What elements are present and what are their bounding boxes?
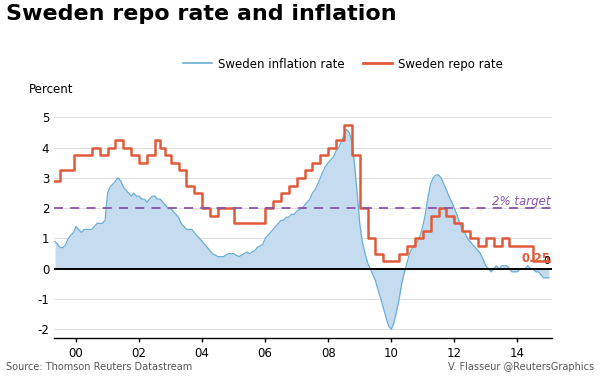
- Text: 0.25: 0.25: [521, 252, 550, 265]
- Text: V. Flasseur @ReutersGraphics: V. Flasseur @ReutersGraphics: [448, 362, 594, 372]
- Legend: Sweden inflation rate, Sweden repo rate: Sweden inflation rate, Sweden repo rate: [178, 53, 508, 75]
- Text: 0: 0: [544, 256, 550, 266]
- Text: Source: Thomson Reuters Datastream: Source: Thomson Reuters Datastream: [6, 362, 192, 372]
- Text: 2% target: 2% target: [492, 195, 550, 208]
- Text: Sweden repo rate and inflation: Sweden repo rate and inflation: [6, 4, 397, 24]
- Text: Percent: Percent: [29, 83, 74, 96]
